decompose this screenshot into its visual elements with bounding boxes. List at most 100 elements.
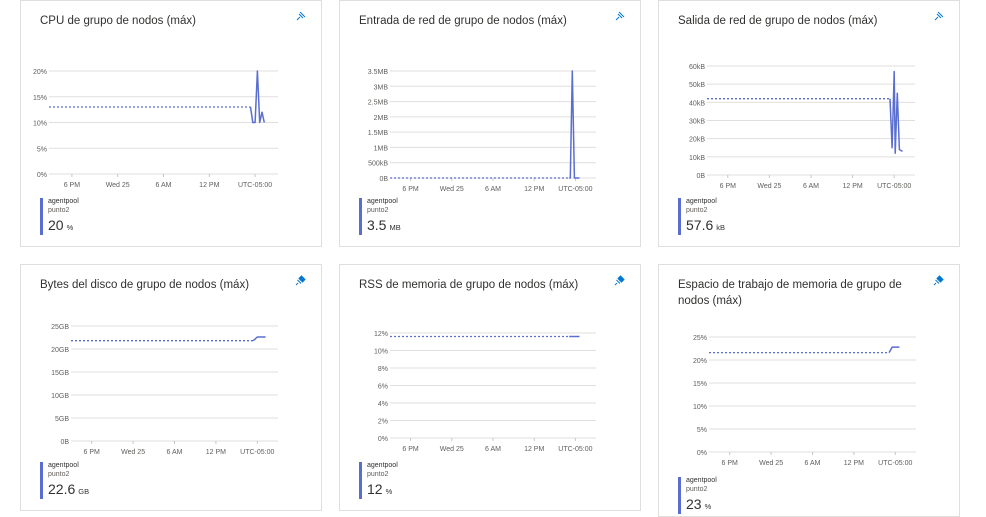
x-tick-label: UTC-05:00 — [878, 460, 912, 467]
y-tick-label: 3.5MB — [368, 69, 389, 76]
tile-network-out[interactable]: Salida de red de grupo de nodos (máx) 60… — [658, 0, 960, 247]
legend-value-unit: % — [704, 502, 712, 511]
legend-value-number: 22.6 — [48, 481, 76, 497]
y-tick-label: 2% — [378, 419, 388, 426]
x-tick-label: Wed 25 — [759, 460, 783, 467]
x-tick-label: 12 PM — [524, 186, 544, 193]
tile-title: RSS de memoria de grupo de nodos (máx) — [359, 279, 579, 291]
x-tick-label: UTC-05:00 — [558, 446, 592, 453]
legend-series-name: agentpool — [367, 462, 398, 469]
legend-value-unit: GB — [78, 487, 90, 496]
y-tick-label: 5% — [697, 427, 707, 434]
y-tick-label: 25% — [693, 335, 707, 342]
x-tick-label: 12 PM — [206, 449, 226, 456]
x-tick-label: UTC-05:00 — [877, 183, 911, 190]
tile-title: CPU de grupo de nodos (máx) — [40, 15, 196, 27]
chart[interactable]: 60kB 50kB 40kB 30kB 20kB 10kB 0B 6 PM Wed 25 6 AM… — [659, 1, 961, 201]
legend-value-unit: kB — [716, 223, 726, 232]
tile-memory-working-set[interactable]: Espacio de trabajo de memoria de grupo d… — [658, 264, 960, 517]
tile-title: Espacio de trabajo de memoria de grupo d… — [678, 279, 902, 307]
x-tick-label: 6 AM — [485, 186, 501, 193]
y-tick-label: 10% — [33, 121, 47, 128]
x-tick-label: Wed 25 — [757, 183, 781, 190]
y-tick-label: 50kB — [689, 82, 705, 89]
pin-icon[interactable] — [933, 10, 945, 22]
y-tick-label: 1.5MB — [368, 130, 389, 137]
legend-value-number: 3.5 — [367, 217, 387, 233]
legend-value-number: 23 — [686, 496, 702, 512]
pin-icon[interactable] — [933, 274, 945, 286]
legend-value-unit: MB — [389, 223, 401, 232]
y-tick-label: 12% — [374, 331, 388, 338]
series-line — [889, 70, 903, 154]
legend-value: 20% — [48, 217, 73, 236]
legend-color-bar — [678, 198, 681, 235]
y-tick-label: 0% — [37, 172, 47, 179]
y-tick-label: 25GB — [51, 324, 69, 331]
y-tick-label: 10kB — [689, 155, 705, 162]
series-line — [252, 336, 266, 342]
chart[interactable]: 3.5MB 3MB 2.5MB 2MB 1.5MB 1MB 500kB 0B 6 PM Wed 2… — [340, 1, 642, 201]
pin-icon[interactable] — [614, 274, 626, 286]
chart[interactable]: 12% 10% 8% 6% 4% 2% 0% 6 PM Wed 25 6 AM 12 PM UTC-0… — [340, 265, 642, 465]
y-tick-label: 4% — [378, 401, 388, 408]
legend-value-unit: % — [66, 223, 74, 232]
pin-icon[interactable] — [295, 274, 307, 286]
legend-series-sub: punto2 — [686, 486, 708, 493]
legend-series-sub: punto2 — [48, 471, 70, 478]
y-tick-label: 0B — [60, 439, 69, 446]
pin-icon[interactable] — [614, 10, 626, 22]
y-tick-label: 0% — [378, 436, 388, 443]
y-tick-label: 15% — [693, 381, 707, 388]
legend-value-number: 20 — [48, 217, 64, 233]
y-tick-label: 500kB — [368, 161, 388, 168]
x-tick-label: UTC-05:00 — [238, 182, 272, 189]
y-tick-label: 0B — [696, 173, 705, 180]
legend-color-bar — [40, 198, 43, 235]
tile-title: Salida de red de grupo de nodos (máx) — [678, 15, 878, 27]
legend-color-bar — [40, 462, 43, 499]
pin-icon[interactable] — [295, 10, 307, 22]
chart[interactable]: 20% 15% 10% 5% 0% 6 PM Wed 25 6 AM 12 PM UTC-05:0… — [21, 1, 323, 201]
legend-series-sub: punto2 — [48, 207, 70, 214]
chart[interactable]: 25GB 20GB 15GB 10GB 5GB 0B 6 PM Wed 25 6 AM 12 PM… — [21, 265, 323, 465]
y-tick-label: 2MB — [374, 115, 389, 122]
y-tick-label: 30kB — [689, 119, 705, 126]
x-tick-label: Wed 25 — [440, 446, 464, 453]
y-tick-label: 10% — [693, 404, 707, 411]
legend-series-name: agentpool — [48, 198, 79, 205]
y-tick-label: 5% — [37, 146, 47, 153]
y-tick-label: 2.5MB — [368, 100, 389, 107]
y-tick-label: 15GB — [51, 370, 69, 377]
y-tick-label: 10% — [374, 349, 388, 356]
y-tick-label: 20GB — [51, 347, 69, 354]
chart[interactable]: 25% 20% 15% 10% 5% 0% 6 PM Wed 25 6 AM 12 PM UTC-0… — [659, 265, 961, 475]
y-tick-label: 20% — [33, 69, 47, 76]
tile-disk-bytes[interactable]: Bytes del disco de grupo de nodos (máx) … — [20, 264, 322, 511]
y-tick-label: 20% — [693, 358, 707, 365]
legend-value-number: 57.6 — [686, 217, 714, 233]
tile-title: Bytes del disco de grupo de nodos (máx) — [40, 279, 250, 291]
legend-value-unit: % — [385, 487, 393, 496]
x-tick-label: 6 PM — [720, 183, 737, 190]
x-tick-label: Wed 25 — [121, 449, 145, 456]
x-tick-label: Wed 25 — [106, 182, 130, 189]
x-tick-label: 6 PM — [722, 460, 739, 467]
legend-color-bar — [678, 477, 681, 514]
legend-series-sub: punto2 — [367, 471, 389, 478]
tile-network-in[interactable]: Entrada de red de grupo de nodos (máx) 3… — [339, 0, 641, 247]
y-tick-label: 60kB — [689, 64, 705, 71]
series-line — [888, 346, 900, 353]
legend-color-bar — [359, 198, 362, 235]
legend-value-number: 12 — [367, 481, 383, 497]
tile-memory-rss[interactable]: RSS de memoria de grupo de nodos (máx) 1… — [339, 264, 641, 511]
x-tick-label: 6 AM — [167, 449, 183, 456]
x-tick-label: 12 PM — [844, 460, 864, 467]
tile-cpu[interactable]: CPU de grupo de nodos (máx) 20% 15% 10% 5% 0… — [20, 0, 322, 247]
x-tick-label: UTC-05:00 — [558, 186, 592, 193]
x-tick-label: UTC-05:00 — [240, 449, 274, 456]
legend-value: 12% — [367, 481, 392, 500]
legend-value: 23% — [686, 496, 711, 515]
y-tick-label: 10GB — [51, 393, 69, 400]
y-tick-label: 20kB — [689, 137, 705, 144]
